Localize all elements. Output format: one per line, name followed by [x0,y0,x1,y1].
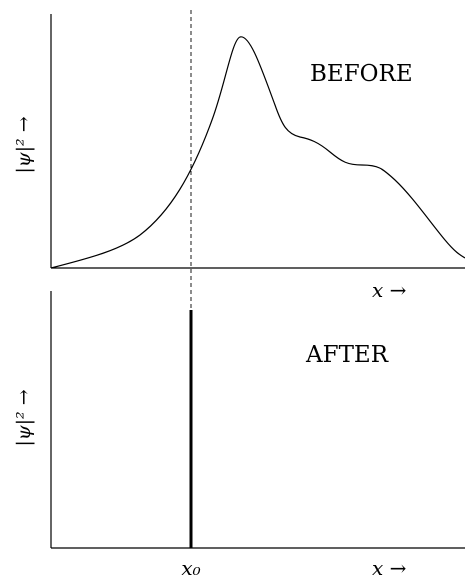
before-panel: BEFORE |ψ|² → x → [13,14,465,302]
after-x-axis-label: x → [372,556,407,579]
before-x-axis-label: x → [372,278,407,302]
before-probability-curve [50,36,465,269]
after-spike-position-label: x₀ [181,556,200,579]
after-panel-label: AFTER [305,342,389,368]
before-panel-label: BEFORE [310,61,413,87]
before-y-axis-label: |ψ|² → [13,116,35,173]
after-panel: AFTER |ψ|² → x₀ x → [13,291,465,579]
after-y-axis-label: |ψ|² → [13,389,35,446]
